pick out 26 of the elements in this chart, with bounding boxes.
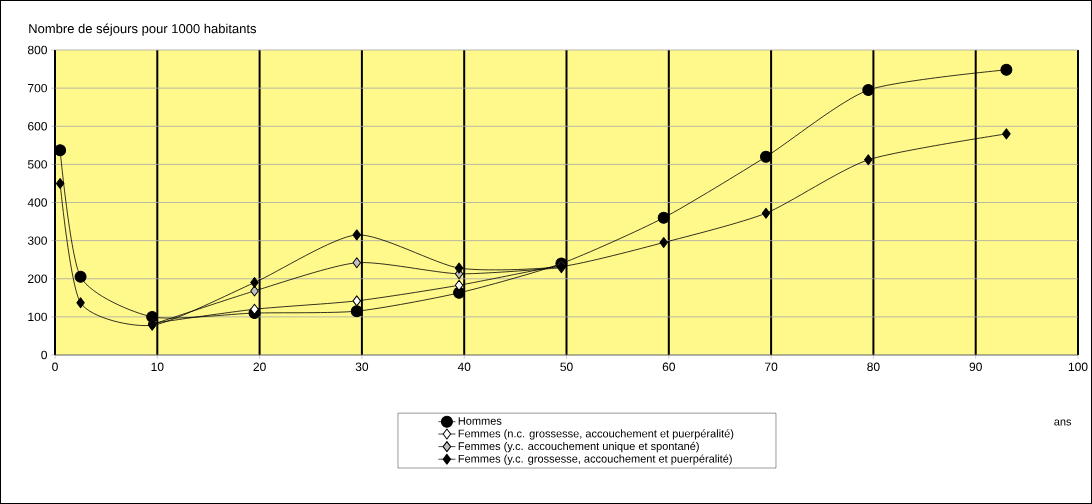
x-tick-label: 50 [560,362,573,372]
x-tick-label: 0 [52,362,58,372]
chart-title: Nombre de séjours pour 1000 habitants [29,23,257,36]
y-tick-label: 500 [27,160,47,169]
y-tick-label: 600 [28,122,47,131]
x-tick-label: 60 [662,362,676,372]
y-tick-label: 200 [28,274,47,283]
x-tick-label: 30 [355,362,369,372]
x-tick-label: 20 [253,362,266,372]
x-tick-label: 10 [151,362,164,372]
y-tick-label: 300 [27,236,47,245]
x-axis-title: ans [1054,419,1072,426]
y-tick-label: 0 [41,350,48,360]
y-tick-label: 400 [27,198,47,207]
x-tick-label: 40 [457,362,471,372]
x-tick-label: 90 [969,362,982,372]
legend-label: Hommes [458,417,502,425]
y-tick-label: 100 [28,312,47,322]
y-tick-label: 700 [28,83,47,93]
legend-label: Femmes (y.c. grossesse, accouchement et puerpéralité) [458,454,732,465]
x-tick-label: 100 [1068,362,1088,372]
legend-label: Femmes (n.c. grossesse, accouchement et puerpéralité) [458,429,734,440]
x-tick-label: 80 [867,362,880,372]
y-tick-label: 800 [27,45,47,55]
legend-label: Femmes (y.c. accouchement unique et spontané) [458,441,699,453]
x-tick-label: 70 [765,362,778,372]
